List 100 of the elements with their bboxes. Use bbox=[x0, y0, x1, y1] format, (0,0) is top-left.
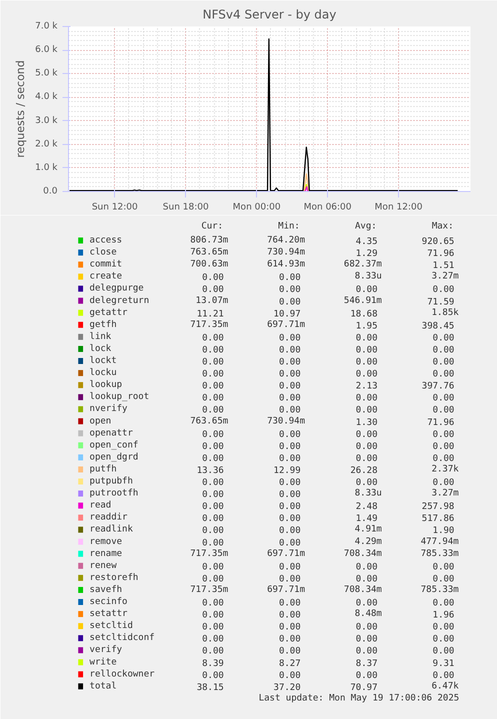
legend-label: rename bbox=[90, 548, 122, 559]
legend-label: close bbox=[90, 248, 117, 258]
text: 0.00 bbox=[356, 406, 378, 416]
text: 0.00 bbox=[278, 670, 301, 681]
text: 0.00 bbox=[202, 394, 224, 404]
text: 0.00 bbox=[356, 562, 378, 572]
text: 700.63m bbox=[190, 260, 228, 270]
text: 785.33m bbox=[420, 584, 459, 595]
text: 0.00 bbox=[432, 454, 454, 464]
legend-label: access bbox=[90, 236, 122, 246]
legend-label: commit bbox=[90, 260, 122, 270]
text: 0.00 bbox=[278, 345, 301, 356]
text: 0.00 bbox=[202, 634, 224, 645]
text: 0.00 bbox=[202, 526, 224, 536]
text: 3.27m bbox=[432, 272, 459, 282]
legend-label: lookup bbox=[90, 380, 122, 390]
y-tick-label: 5.0 k bbox=[35, 68, 58, 79]
text: 0.00 bbox=[356, 646, 378, 657]
text: 0.00 bbox=[202, 490, 224, 500]
text: 0.00 bbox=[278, 358, 301, 368]
text: 0.00 bbox=[432, 430, 454, 440]
legend-label: setattr bbox=[90, 609, 128, 620]
text: 6.47k bbox=[432, 681, 460, 692]
text: 11.21 bbox=[196, 309, 224, 320]
text: 806.73m bbox=[190, 236, 228, 246]
text: 0.00 bbox=[278, 514, 301, 524]
text: Last update: Mon May 19 17:00:06 2025 bbox=[258, 693, 460, 704]
legend-label: lock bbox=[90, 344, 112, 354]
legend-label: putfh bbox=[90, 464, 117, 474]
text: 0.00 bbox=[202, 538, 224, 548]
text: 0.00 bbox=[278, 622, 301, 633]
text: Cur: bbox=[201, 222, 224, 232]
text: 10.97 bbox=[274, 309, 301, 320]
legend-label: open bbox=[90, 416, 112, 426]
text: 2.13 bbox=[356, 382, 378, 392]
text: Avg: bbox=[355, 222, 377, 232]
text: 0.00 bbox=[432, 394, 454, 404]
text: 0.00 bbox=[432, 562, 454, 572]
text: 682.37m bbox=[344, 260, 382, 270]
legend-label: putpubfh bbox=[90, 476, 133, 486]
text: 4.29m bbox=[354, 536, 382, 547]
text: 0.00 bbox=[432, 406, 454, 416]
text: 0.00 bbox=[278, 333, 301, 344]
text: 0.00 bbox=[202, 370, 224, 380]
text: 0.00 bbox=[202, 670, 224, 681]
text: 730.94m bbox=[267, 248, 306, 258]
text: 0.00 bbox=[278, 442, 301, 452]
y-tick-label: 6.0 k bbox=[35, 45, 58, 56]
text: 0.00 bbox=[278, 634, 301, 645]
text: 2.48 bbox=[356, 502, 378, 512]
text: 546.91m bbox=[344, 296, 382, 306]
text: 1.51 bbox=[432, 261, 454, 272]
text: 0.00 bbox=[278, 562, 301, 572]
legend-label: rellockowner bbox=[90, 669, 156, 680]
text: 70.97 bbox=[350, 682, 378, 693]
text: 0.00 bbox=[432, 333, 454, 344]
text: 0.00 bbox=[432, 670, 454, 681]
y-tick-label: 3.0 k bbox=[35, 116, 58, 126]
text: 763.65m bbox=[190, 416, 228, 426]
text: 0.00 bbox=[432, 370, 454, 380]
text: 0.00 bbox=[202, 273, 224, 284]
text: 0.00 bbox=[278, 574, 301, 584]
text: 697.71m bbox=[267, 584, 306, 595]
text: 785.33m bbox=[420, 548, 459, 559]
text: 0.00 bbox=[356, 285, 378, 296]
text: 1.85k bbox=[432, 308, 460, 318]
legend-label: verify bbox=[90, 645, 123, 656]
legend-label: getfh bbox=[90, 320, 117, 330]
text: 1.96 bbox=[432, 610, 454, 621]
text: 0.00 bbox=[202, 646, 224, 657]
text: 26.28 bbox=[350, 466, 378, 476]
text: 0.00 bbox=[356, 333, 378, 344]
legend-label: restorefh bbox=[90, 572, 138, 583]
legend-label: delegpurge bbox=[90, 284, 144, 294]
text: 0.00 bbox=[202, 430, 224, 440]
text: 13.36 bbox=[196, 466, 224, 476]
chart-title: NFSv4 Server - by day bbox=[202, 8, 336, 22]
legend-label: nverify bbox=[90, 404, 128, 414]
legend-label: setcltid bbox=[90, 621, 133, 632]
text: 0.00 bbox=[432, 646, 454, 657]
legend-label: link bbox=[90, 332, 112, 342]
text: 0.00 bbox=[202, 598, 224, 608]
text: 0.00 bbox=[356, 454, 378, 464]
line-series bbox=[68, 38, 458, 192]
text: 0.00 bbox=[356, 622, 378, 633]
text: 8.48m bbox=[354, 609, 382, 620]
text: 4.91m bbox=[354, 524, 382, 535]
legend-label: setcltidconf bbox=[90, 633, 155, 644]
text: 0.00 bbox=[202, 333, 224, 344]
text: 4.35 bbox=[356, 237, 378, 247]
legend-label: total bbox=[90, 681, 117, 692]
text: 0.00 bbox=[202, 562, 224, 572]
legend-label: secinfo bbox=[90, 597, 128, 607]
legend-label: readdir bbox=[90, 512, 128, 523]
text: 0.00 bbox=[202, 514, 224, 524]
y-tick-label: 4.0 k bbox=[35, 92, 58, 102]
text: 0.00 bbox=[202, 574, 224, 584]
text: 0.00 bbox=[356, 478, 378, 488]
text: 0.00 bbox=[202, 454, 224, 464]
text: Max: bbox=[432, 222, 454, 232]
